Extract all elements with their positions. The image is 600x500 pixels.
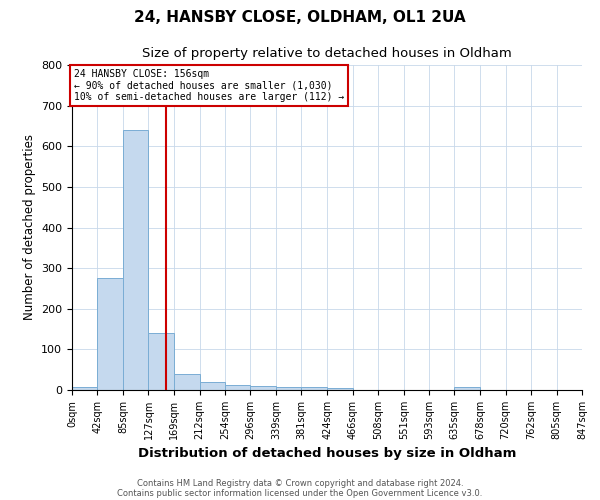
Bar xyxy=(454,387,480,390)
Bar xyxy=(72,387,97,390)
Bar xyxy=(148,333,174,390)
Text: 24, HANSBY CLOSE, OLDHAM, OL1 2UA: 24, HANSBY CLOSE, OLDHAM, OL1 2UA xyxy=(134,10,466,25)
Bar xyxy=(225,384,250,390)
Bar xyxy=(123,130,148,390)
Bar xyxy=(200,382,225,390)
Title: Size of property relative to detached houses in Oldham: Size of property relative to detached ho… xyxy=(142,46,512,60)
X-axis label: Distribution of detached houses by size in Oldham: Distribution of detached houses by size … xyxy=(138,448,516,460)
Text: 24 HANSBY CLOSE: 156sqm
← 90% of detached houses are smaller (1,030)
10% of semi: 24 HANSBY CLOSE: 156sqm ← 90% of detache… xyxy=(74,69,344,102)
Y-axis label: Number of detached properties: Number of detached properties xyxy=(23,134,35,320)
Bar xyxy=(174,374,200,390)
Text: Contains HM Land Registry data © Crown copyright and database right 2024.: Contains HM Land Registry data © Crown c… xyxy=(137,478,463,488)
Bar xyxy=(250,386,276,390)
Text: Contains public sector information licensed under the Open Government Licence v3: Contains public sector information licen… xyxy=(118,488,482,498)
Bar xyxy=(97,278,123,390)
Bar xyxy=(328,388,353,390)
Bar xyxy=(276,387,301,390)
Bar xyxy=(301,387,328,390)
